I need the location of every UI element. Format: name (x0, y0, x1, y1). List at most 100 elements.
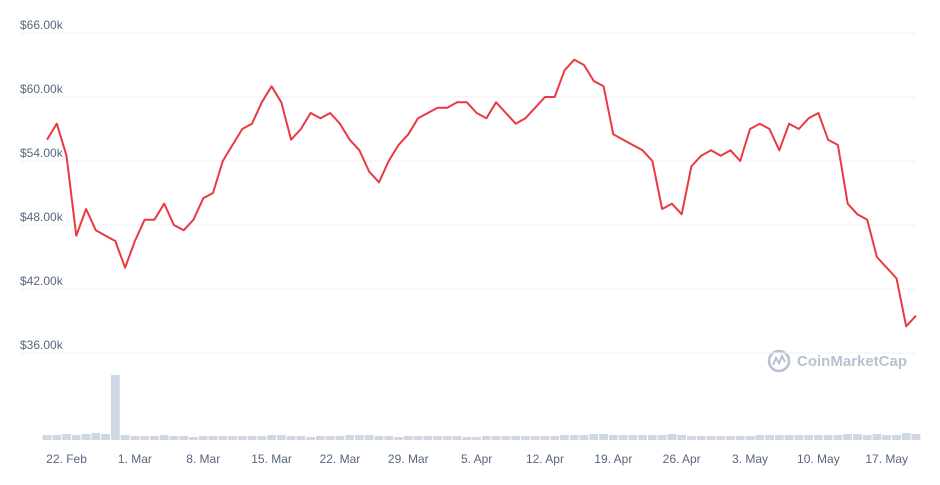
volume-bar (179, 436, 189, 440)
x-tick-label: 5. Apr (461, 452, 492, 466)
x-tick-label: 19. Apr (594, 452, 632, 466)
volume-bar (208, 436, 218, 440)
watermark: CoinMarketCap (797, 353, 907, 370)
volume-bar (501, 436, 511, 440)
volume-bar (823, 435, 833, 440)
volume-bar (560, 435, 569, 440)
x-tick-label: 3. May (732, 452, 768, 466)
volume-bar (882, 435, 892, 440)
volume-bar (442, 436, 452, 440)
y-tick-label: $42.00k (20, 274, 64, 288)
volume-bar (716, 436, 726, 440)
x-tick-label: 29. Mar (388, 452, 429, 466)
volume-bar (306, 437, 316, 440)
volume-bar (423, 436, 433, 440)
volume-bar (784, 435, 794, 440)
volume-bar (42, 435, 52, 440)
volume-bar (355, 435, 364, 440)
volume-bar (325, 436, 335, 440)
volume-bar (911, 434, 921, 440)
volume-bar (267, 435, 276, 440)
volume-bar (901, 433, 911, 440)
volume-bar (638, 435, 648, 440)
volume-bar (462, 437, 472, 440)
volume-bar (687, 436, 696, 440)
volume-bar (286, 436, 296, 440)
watermark-logo (767, 349, 791, 373)
volume-bar (481, 436, 491, 440)
volume-bar (81, 434, 91, 440)
volume-bar (608, 435, 618, 440)
volume-bar (599, 434, 608, 440)
x-tick-label: 17. May (865, 452, 908, 466)
volume-bar (843, 434, 853, 440)
volume-bar (110, 375, 120, 440)
x-tick-label: 12. Apr (526, 452, 564, 466)
volume-bar (491, 436, 501, 440)
volume-bar (618, 435, 628, 440)
volume-bar (71, 435, 81, 440)
y-tick-label: $36.00k (20, 338, 64, 352)
volume-bar (628, 435, 638, 440)
volume-bar (677, 435, 687, 440)
volume-bar (472, 437, 482, 440)
volume-bar (140, 436, 150, 440)
volume-bar (364, 435, 374, 440)
volume-bar (159, 435, 169, 440)
y-tick-label: $54.00k (20, 146, 64, 160)
volume-bar (647, 435, 657, 440)
volume-bar (384, 436, 394, 440)
volume-bar (706, 436, 716, 440)
x-tick-label: 22. Feb (46, 452, 87, 466)
volume-bar (169, 436, 179, 440)
volume-bar (540, 436, 550, 440)
volume-bar (813, 435, 823, 440)
volume-bar (765, 435, 774, 440)
volume-bar (276, 435, 286, 440)
volume-bar (833, 435, 843, 440)
volume-bar (228, 436, 237, 440)
volume-bar (862, 435, 872, 440)
x-tick-label: 26. Apr (663, 452, 701, 466)
x-tick-label: 15. Mar (251, 452, 292, 466)
volume-bar (91, 433, 101, 440)
volume-bar (374, 436, 384, 440)
volume-bar (237, 436, 247, 440)
volume-bar (257, 436, 267, 440)
x-tick-label: 8. Mar (186, 452, 220, 466)
y-tick-label: $60.00k (20, 82, 64, 96)
volume-bar (569, 435, 579, 440)
x-tick-label: 1. Mar (118, 452, 152, 466)
volume-bar (696, 436, 706, 440)
volume-bar (892, 435, 901, 440)
volume-bar (150, 436, 159, 440)
volume-bar (296, 436, 306, 440)
volume-bar (335, 436, 345, 440)
volume-bar (394, 437, 403, 440)
volume-bar (530, 436, 540, 440)
volume-bar (774, 435, 784, 440)
volume-bar (62, 434, 71, 440)
y-tick-label: $48.00k (20, 210, 64, 224)
volume-bar (433, 436, 442, 440)
volume-bar (189, 437, 198, 440)
volume-bar (198, 436, 208, 440)
volume-bar (755, 435, 765, 440)
volume-bar (657, 435, 667, 440)
volume-bar (550, 436, 560, 440)
volume-bar (735, 436, 745, 440)
volume-bar (726, 436, 735, 440)
volume-bar (589, 434, 599, 440)
volume-bar (579, 435, 589, 440)
volume-bar (218, 436, 228, 440)
price-line (46, 58, 917, 328)
volume-bar (804, 435, 813, 440)
volume-bar (452, 436, 462, 440)
volume-bar (130, 436, 140, 440)
x-tick-label: 10. May (797, 452, 840, 466)
x-tick-label: 22. Mar (320, 452, 361, 466)
volume-bar (120, 435, 130, 440)
y-tick-label: $66.00k (20, 18, 64, 32)
